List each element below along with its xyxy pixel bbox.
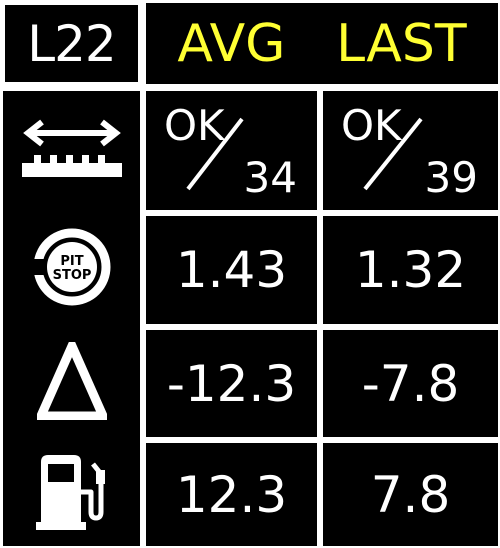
last-column-title: LAST xyxy=(336,13,467,74)
last-pit-stop-value: 1.32 xyxy=(354,241,467,299)
avg-fuel-cell: 12.3 xyxy=(146,443,317,546)
fraction-slash xyxy=(186,117,244,191)
fuel-pump-icon xyxy=(3,437,140,546)
last-track-limits-status: OK xyxy=(341,101,402,150)
avg-delta-value: -12.3 xyxy=(166,354,297,413)
avg-pit-stop-value: 1.43 xyxy=(175,241,288,299)
fraction-slash xyxy=(363,117,423,191)
avg-pit-stop-cell: 1.43 xyxy=(146,216,317,324)
avg-delta-cell: -12.3 xyxy=(146,330,317,437)
last-fuel-value: 7.8 xyxy=(370,465,451,524)
last-delta-cell: -7.8 xyxy=(323,330,498,437)
pit-icon-text: PIT xyxy=(60,254,83,269)
avg-track-limits-cell: OK 34 xyxy=(146,91,317,210)
track-limits-icon xyxy=(3,91,140,210)
last-track-limits-count: 39 xyxy=(424,153,478,202)
lap-number-label: L22 xyxy=(3,3,140,84)
lap-number-text: L22 xyxy=(27,14,116,73)
last-track-limits-cell: OK 39 xyxy=(323,91,498,210)
avg-column-title: AVG xyxy=(177,13,286,74)
stop-icon-text: STOP xyxy=(52,268,91,283)
last-pit-stop-cell: 1.32 xyxy=(323,216,498,324)
delta-icon xyxy=(3,324,140,437)
avg-track-limits-count: 34 xyxy=(243,153,297,202)
last-delta-value: -7.8 xyxy=(361,354,460,413)
icon-column: PIT STOP xyxy=(3,91,140,546)
avg-fuel-value: 12.3 xyxy=(175,465,288,524)
column-header: AVG LAST xyxy=(146,3,498,84)
last-fuel-cell: 7.8 xyxy=(323,443,498,546)
pit-stop-icon: PIT STOP xyxy=(3,210,140,324)
avg-track-limits-status: OK xyxy=(164,101,225,150)
